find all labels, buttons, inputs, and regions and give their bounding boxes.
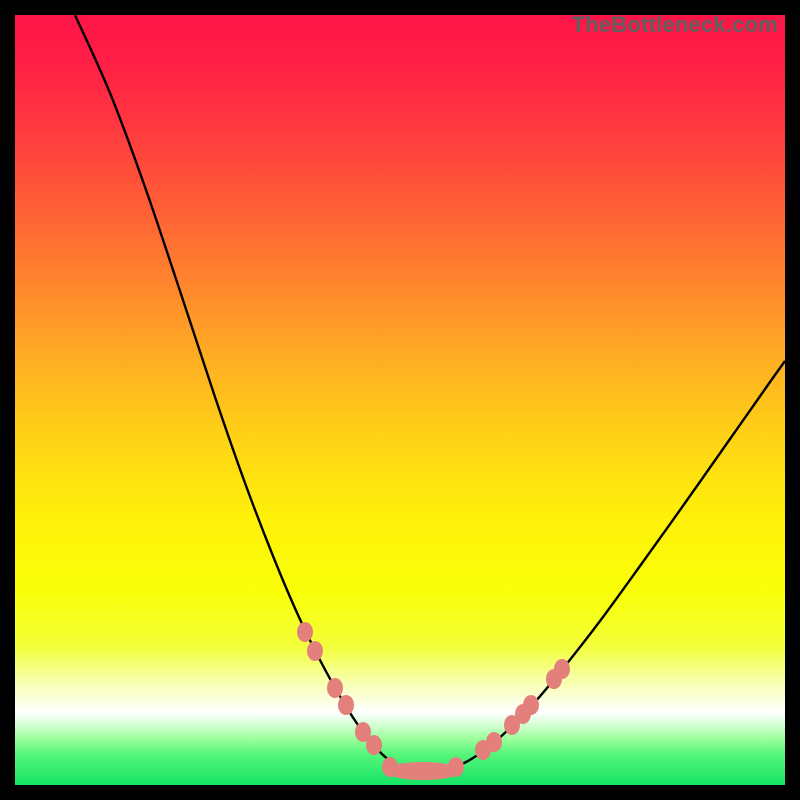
bottleneck-curve-right [423,361,785,772]
watermark-text: TheBottleneck.com [572,12,778,38]
bottleneck-curve-left [75,15,423,772]
data-marker [297,622,313,642]
data-markers [297,622,570,780]
chart-container: TheBottleneck.com [0,0,800,800]
data-marker [448,757,464,777]
data-marker [523,695,539,715]
data-marker [366,735,382,755]
data-marker [327,678,343,698]
plot-area [15,15,785,785]
data-marker [554,659,570,679]
data-marker [382,757,398,777]
data-marker [486,732,502,752]
data-marker [307,641,323,661]
curve-layer [15,15,785,785]
data-marker [338,695,354,715]
